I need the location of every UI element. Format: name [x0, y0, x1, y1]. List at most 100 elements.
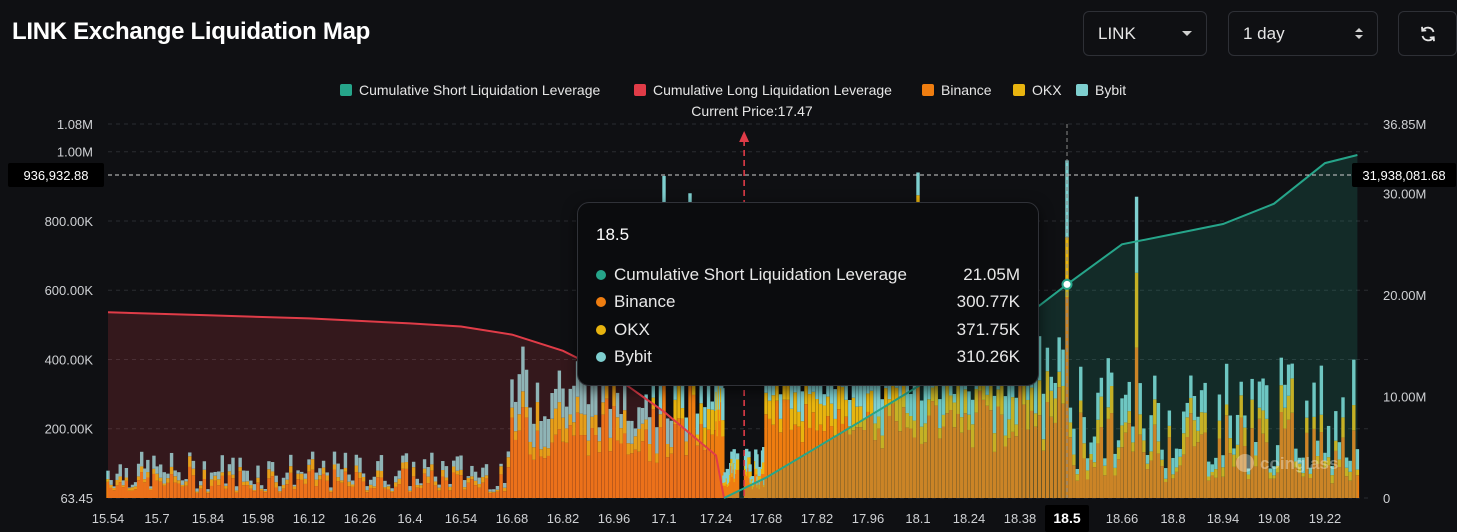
- binance-bar: [217, 485, 221, 498]
- legend-swatch: [340, 84, 352, 96]
- binance-bar: [484, 478, 489, 498]
- bybit-bar: [1131, 426, 1135, 443]
- bybit-bar: [757, 466, 761, 477]
- okx-bar: [149, 488, 153, 491]
- okx-bar: [303, 478, 308, 484]
- refresh-button[interactable]: [1398, 11, 1457, 56]
- okx-bar: [640, 423, 645, 442]
- binance-bar: [466, 482, 470, 498]
- binance-bar: [782, 399, 786, 498]
- binance-bar: [462, 489, 467, 498]
- okx-bar: [448, 486, 452, 491]
- binance-bar: [970, 447, 975, 498]
- okx-bar: [1153, 399, 1157, 425]
- short-area: [723, 155, 1358, 498]
- okx-bar: [433, 481, 438, 486]
- bybit-bar: [938, 399, 942, 429]
- okx-bar: [909, 416, 913, 429]
- okx-bar: [296, 473, 300, 480]
- binance-bar: [1085, 479, 1090, 498]
- binance-bar: [209, 485, 214, 498]
- okx-bar: [673, 399, 677, 425]
- binance-bar: [658, 427, 663, 498]
- binance-bar: [169, 474, 174, 498]
- bybit-bar: [1239, 381, 1243, 396]
- binance-bar: [1092, 467, 1097, 498]
- bybit-bar: [249, 480, 253, 485]
- okx-bar: [952, 402, 957, 428]
- bybit-bar: [376, 461, 380, 471]
- okx-bar: [1221, 467, 1225, 477]
- okx-bar: [1045, 371, 1050, 403]
- bybit-bar: [124, 467, 129, 478]
- bybit-bar: [818, 380, 823, 404]
- okx-bar: [397, 478, 401, 485]
- bybit-bar: [655, 427, 659, 454]
- bybit-bar: [121, 480, 126, 486]
- okx-bar: [1283, 407, 1287, 429]
- binance-bar: [1265, 442, 1269, 498]
- bybit-bar: [1250, 378, 1254, 400]
- bybit-bar: [1224, 363, 1229, 405]
- bybit-bar: [115, 473, 119, 480]
- okx-bar: [941, 414, 946, 427]
- binance-bar: [321, 473, 326, 498]
- bybit-bar: [721, 388, 725, 421]
- y-left-tick: 800.00K: [45, 214, 94, 229]
- bybit-bar: [1085, 458, 1090, 471]
- legend-swatch: [1013, 84, 1025, 96]
- binance-bar: [281, 488, 286, 498]
- bybit-bar: [1334, 411, 1338, 441]
- binance-bar: [1116, 459, 1121, 498]
- binance-bar: [1075, 480, 1080, 498]
- okx-bar: [1149, 451, 1153, 461]
- coin-select[interactable]: LINK: [1083, 11, 1207, 56]
- bybit-bar: [340, 469, 344, 481]
- binance-bar: [1254, 466, 1258, 498]
- bybit-bar: [347, 474, 351, 482]
- x-tick: 17.1: [651, 511, 676, 526]
- binance-bar: [862, 430, 867, 498]
- binance-bar: [444, 480, 449, 498]
- binance-bar: [981, 399, 986, 498]
- bybit-bar: [278, 486, 282, 492]
- binance-bar: [106, 481, 110, 498]
- okx-bar: [466, 477, 470, 483]
- legend-label: Cumulative Long Liquidation Leverage: [653, 82, 892, 98]
- binance-bar: [390, 492, 394, 498]
- okx-bar: [1316, 456, 1320, 464]
- binance-bar: [224, 488, 228, 498]
- bybit-bar: [695, 413, 700, 435]
- bybit-bar: [336, 463, 340, 478]
- bybit-bar: [513, 401, 518, 432]
- bybit-bar: [640, 407, 645, 424]
- bybit-bar: [1272, 466, 1276, 476]
- bybit-bar: [1003, 396, 1008, 436]
- tooltip-label: Cumulative Short Liquidation Leverage: [614, 264, 907, 284]
- refresh-icon: [1420, 26, 1435, 41]
- okx-bar: [539, 449, 543, 457]
- okx-bar: [231, 474, 235, 479]
- binance-bar: [1286, 419, 1291, 498]
- bybit-bar: [1082, 417, 1086, 444]
- bybit-bar: [158, 464, 163, 478]
- okx-bar: [234, 490, 239, 493]
- legend-item: Binance: [922, 82, 992, 98]
- binance-bar: [1014, 436, 1019, 498]
- binance-bar: [1199, 434, 1204, 498]
- range-select[interactable]: 1 day: [1228, 11, 1378, 56]
- bybit-bar: [626, 420, 630, 444]
- binance-bar: [1174, 471, 1179, 498]
- binance-bar: [267, 478, 271, 498]
- binance-bar: [285, 484, 289, 498]
- long-area: [108, 312, 724, 498]
- binance-bar: [1142, 452, 1146, 498]
- okx-bar: [1330, 475, 1334, 484]
- binance-bar: [1196, 442, 1200, 498]
- okx-bar: [1103, 465, 1107, 476]
- binance-bar: [1145, 469, 1150, 498]
- binance-bar: [767, 418, 772, 498]
- okx-bar: [419, 485, 423, 488]
- binance-bar: [329, 492, 333, 498]
- okx-bar: [473, 480, 478, 486]
